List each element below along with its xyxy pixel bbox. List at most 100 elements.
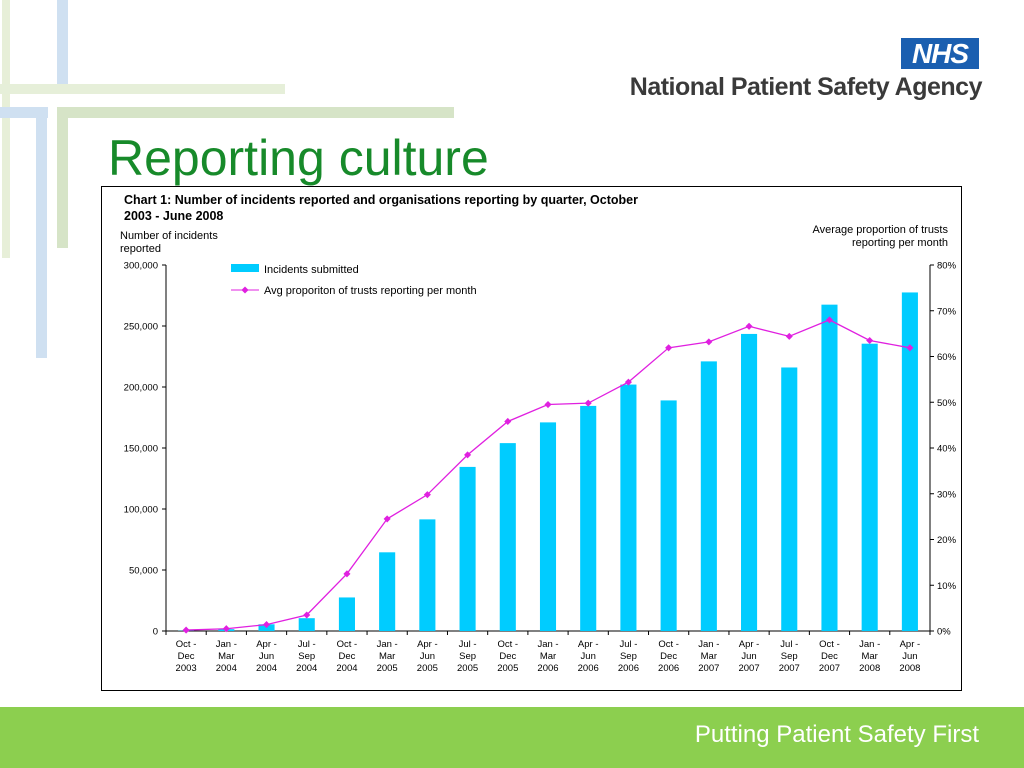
x-tick-label: Mar (379, 651, 395, 662)
x-tick-label: 2006 (618, 663, 639, 674)
x-tick-label: Apr - (900, 639, 921, 650)
bar (419, 519, 436, 631)
x-tick-label: Jun (902, 651, 917, 662)
x-tick-label: Jan - (859, 639, 880, 650)
x-tick-label: Oct - (337, 639, 358, 650)
line-point (584, 399, 592, 407)
chart-title-line2: 2003 - June 2008 (124, 209, 223, 223)
bar (338, 597, 355, 631)
x-tick-label: 2003 (176, 663, 197, 674)
x-tick-label: Apr - (578, 639, 599, 650)
line-point (423, 491, 431, 499)
x-tick-label: 2007 (819, 663, 840, 674)
legend: Incidents submitted Avg proporiton of tr… (231, 264, 477, 297)
y-left-tick-label: 50,000 (129, 566, 158, 577)
bar (741, 333, 758, 631)
x-tick-label: Jan - (537, 639, 558, 650)
bar (700, 361, 717, 631)
line-point (866, 336, 874, 345)
x-tick-label: 2006 (537, 663, 558, 674)
x-tick-label: Jan - (216, 639, 237, 650)
y-right-tick-label: 0% (937, 627, 951, 638)
y-right-tick-label: 40% (937, 444, 957, 455)
footer-tagline: Putting Patient Safety First (694, 721, 979, 748)
x-tick-label: Apr - (739, 639, 760, 650)
decor-line-vertical-2 (36, 118, 47, 358)
x-tick-label: 2005 (497, 663, 518, 674)
bar (539, 422, 557, 631)
line-point (745, 322, 753, 330)
x-tick-label: 2005 (377, 663, 398, 674)
legend-bar-label: Incidents submitted (264, 264, 359, 276)
x-tick-label: 2005 (457, 663, 478, 674)
line-point (624, 378, 632, 386)
line-point (464, 451, 472, 459)
bar (620, 384, 637, 631)
footer-bar: Putting Patient Safety First (0, 707, 1024, 768)
line-point (504, 417, 512, 426)
x-tick-label: Jun (420, 651, 435, 662)
x-tick-label: 2004 (296, 663, 317, 674)
bar (298, 618, 315, 631)
x-tick-label: Dec (499, 651, 516, 662)
y-axis-right-label-line1: Average proportion of trusts (812, 224, 948, 236)
line-point (303, 611, 311, 619)
line-point (383, 515, 391, 523)
x-tick-label: Mar (861, 651, 877, 662)
x-tick-label: Sep (781, 651, 798, 662)
x-tick-label: 2007 (738, 663, 759, 674)
decor-line-vertical-4 (57, 118, 68, 248)
slide-title: Reporting culture (108, 130, 489, 186)
decor-line-horizontal-3 (57, 107, 454, 118)
bar (821, 304, 838, 631)
x-tick-label: Dec (821, 651, 838, 662)
x-tick-label: Apr - (256, 639, 277, 650)
legend-line-label: Avg proporiton of trusts reporting per m… (264, 285, 477, 297)
legend-line-marker (241, 286, 249, 294)
y-right-tick-label: 10% (937, 581, 957, 592)
y-right-tick-label: 50% (937, 398, 957, 409)
chart-title-line1: Chart 1: Number of incidents reported an… (124, 193, 638, 207)
y-right-tick-label: 80% (937, 261, 957, 272)
bar (459, 466, 476, 631)
line-point (906, 344, 914, 352)
x-tick-label: Apr - (417, 639, 438, 650)
x-tick-label: Dec (178, 651, 195, 662)
bar (781, 367, 798, 631)
bar (901, 292, 918, 631)
y-left-tick-label: 0 (153, 627, 158, 638)
x-tick-label: 2004 (256, 663, 277, 674)
bar (379, 552, 396, 631)
bar (499, 443, 516, 631)
x-tick-label: 2007 (698, 663, 719, 674)
x-tick-label: 2005 (417, 663, 438, 674)
x-tick-label: 2006 (658, 663, 679, 674)
nhs-logo: NHS (901, 38, 979, 69)
line-point (343, 570, 351, 578)
bar (580, 405, 597, 631)
y-left-tick-label: 200,000 (124, 383, 158, 394)
y-left-tick-label: 300,000 (124, 261, 158, 272)
agency-name: National Patient Safety Agency (629, 73, 983, 101)
line-point (705, 338, 713, 346)
y-right-tick-label: 20% (937, 535, 957, 546)
x-tick-label: Mar (540, 651, 556, 662)
x-tick-label: 2008 (859, 663, 880, 674)
decor-line-vertical-1 (2, 0, 10, 258)
chart-svg: Chart 1: Number of incidents reported an… (120, 193, 957, 674)
y-right-tick-label: 30% (937, 489, 957, 500)
x-tick-label: Oct - (819, 639, 840, 650)
x-tick-label: Sep (620, 651, 637, 662)
x-tick-label: Sep (298, 651, 315, 662)
x-tick-label: Oct - (497, 639, 518, 650)
bar (660, 400, 677, 631)
x-tick-label: Jun (741, 651, 756, 662)
x-tick-label: 2004 (216, 663, 237, 674)
x-tick-label: Jan - (377, 639, 398, 650)
y-right-tick-label: 60% (937, 352, 957, 363)
x-tick-label: 2006 (578, 663, 599, 674)
x-tick-label: Jul - (459, 639, 477, 650)
x-tick-label: 2008 (899, 663, 920, 674)
line-point (665, 344, 673, 352)
y-left-tick-label: 250,000 (124, 322, 158, 333)
